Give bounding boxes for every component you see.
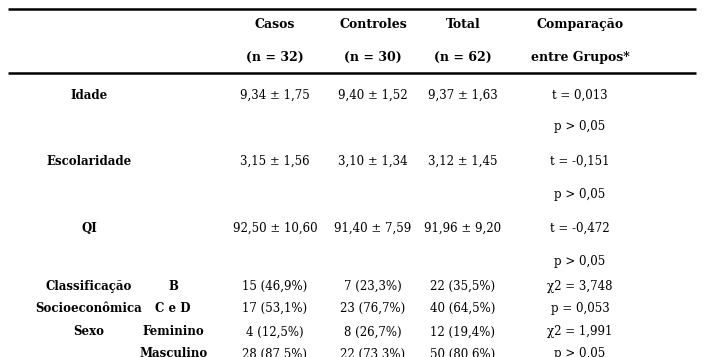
Text: entre Grupos*: entre Grupos* [531, 51, 629, 64]
Text: 3,15 ± 1,56: 3,15 ± 1,56 [240, 155, 310, 168]
Text: t = -0,151: t = -0,151 [550, 155, 610, 168]
Text: Comparação: Comparação [536, 19, 624, 31]
Text: 17 (53,1%): 17 (53,1%) [242, 302, 308, 315]
Text: Total: Total [446, 19, 480, 31]
Text: 40 (64,5%): 40 (64,5%) [430, 302, 496, 315]
Text: (n = 32): (n = 32) [246, 51, 303, 64]
Text: p > 0,05: p > 0,05 [554, 120, 605, 133]
Text: p > 0,05: p > 0,05 [554, 255, 605, 268]
Text: 22 (35,5%): 22 (35,5%) [430, 280, 496, 293]
Text: 9,34 ± 1,75: 9,34 ± 1,75 [240, 89, 310, 102]
Text: p > 0,05: p > 0,05 [554, 188, 605, 201]
Text: 12 (19,4%): 12 (19,4%) [430, 326, 496, 338]
Text: Casos: Casos [255, 19, 295, 31]
Text: 7 (23,3%): 7 (23,3%) [344, 280, 402, 293]
Text: (n = 30): (n = 30) [344, 51, 402, 64]
Text: 3,10 ± 1,34: 3,10 ± 1,34 [338, 155, 408, 168]
Text: 28 (87,5%): 28 (87,5%) [242, 347, 308, 357]
Text: Sexo: Sexo [73, 326, 104, 338]
Text: p = 0,053: p = 0,053 [551, 302, 609, 315]
Text: 8 (26,7%): 8 (26,7%) [344, 326, 402, 338]
Text: p > 0,05: p > 0,05 [554, 347, 605, 357]
Text: 4 (12,5%): 4 (12,5%) [246, 326, 303, 338]
Text: Classificação: Classificação [46, 280, 132, 293]
Text: 9,37 ± 1,63: 9,37 ± 1,63 [428, 89, 498, 102]
Text: χ2 = 3,748: χ2 = 3,748 [547, 280, 612, 293]
Text: 15 (46,9%): 15 (46,9%) [242, 280, 308, 293]
Text: Escolaridade: Escolaridade [46, 155, 132, 168]
Text: 9,40 ± 1,52: 9,40 ± 1,52 [338, 89, 408, 102]
Text: 50 (80,6%): 50 (80,6%) [430, 347, 496, 357]
Text: 3,12 ± 1,45: 3,12 ± 1,45 [428, 155, 498, 168]
Text: t = 0,013: t = 0,013 [552, 89, 608, 102]
Text: Socioeconômica: Socioeconômica [36, 302, 142, 315]
Text: Feminino: Feminino [142, 326, 204, 338]
Text: t = -0,472: t = -0,472 [550, 222, 610, 235]
Text: 92,50 ± 10,60: 92,50 ± 10,60 [232, 222, 318, 235]
Text: QI: QI [81, 222, 97, 235]
Text: Controles: Controles [339, 19, 407, 31]
Text: 22 (73,3%): 22 (73,3%) [341, 347, 406, 357]
Text: 23 (76,7%): 23 (76,7%) [341, 302, 406, 315]
Text: Idade: Idade [70, 89, 108, 102]
Text: 91,96 ± 9,20: 91,96 ± 9,20 [425, 222, 501, 235]
Text: B: B [168, 280, 178, 293]
Text: 91,40 ± 7,59: 91,40 ± 7,59 [334, 222, 412, 235]
Text: (n = 62): (n = 62) [434, 51, 491, 64]
Text: C e D: C e D [156, 302, 191, 315]
Text: χ2 = 1,991: χ2 = 1,991 [547, 326, 612, 338]
Text: Masculino: Masculino [139, 347, 207, 357]
